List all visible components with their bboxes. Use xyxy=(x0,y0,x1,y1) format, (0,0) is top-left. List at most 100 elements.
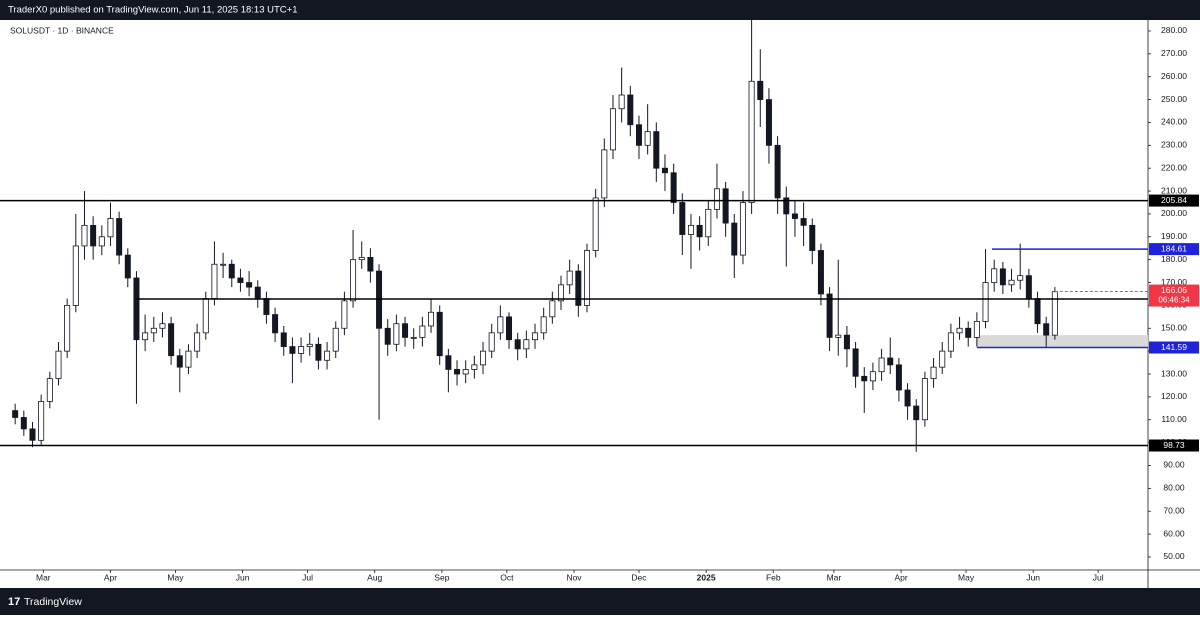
candle-body xyxy=(1043,323,1050,336)
y-tick-label: 150.00 xyxy=(1161,323,1187,333)
x-tick-label: Jun xyxy=(1026,572,1040,582)
candle-body xyxy=(679,202,686,235)
candle-body xyxy=(315,343,322,361)
candle-body xyxy=(713,188,720,210)
candle-body xyxy=(497,316,504,334)
candle-body xyxy=(817,250,824,295)
candle-body xyxy=(350,259,357,302)
candle-body xyxy=(601,149,608,199)
candle-body xyxy=(887,357,894,366)
candle-body xyxy=(618,94,625,110)
candle-body xyxy=(480,350,487,366)
candle-body xyxy=(956,327,963,334)
x-tick-label: Mar xyxy=(36,572,51,582)
candle-body xyxy=(185,350,192,368)
candle-body xyxy=(532,332,539,341)
candle-body xyxy=(324,350,331,361)
candle-body xyxy=(272,314,279,334)
candle-body xyxy=(228,263,235,279)
candle-body xyxy=(843,334,850,350)
level-label: 141.59 xyxy=(1161,342,1187,352)
y-tick-label: 180.00 xyxy=(1161,254,1187,264)
candle-body xyxy=(947,332,954,352)
brand: TradingView xyxy=(24,596,82,608)
candle-body xyxy=(29,428,36,441)
candle-body xyxy=(904,389,911,407)
candle-body xyxy=(965,327,972,338)
candle-body xyxy=(306,343,313,347)
candle-body xyxy=(445,355,452,370)
level-label: 184.61 xyxy=(1161,243,1187,253)
candle-body xyxy=(367,256,374,272)
candle-body xyxy=(20,417,27,430)
candle-body xyxy=(298,346,305,354)
x-tick-label: Jul xyxy=(302,572,313,582)
candle-body xyxy=(471,364,478,370)
y-tick-label: 240.00 xyxy=(1161,117,1187,127)
candle-body xyxy=(116,218,123,256)
candle-body xyxy=(159,323,166,329)
candle-body xyxy=(1008,279,1015,286)
candle-body xyxy=(393,323,400,345)
symbol-title: SOLUSDT · 1D · BINANCE xyxy=(10,25,114,35)
candle-body xyxy=(523,339,530,350)
candle-body xyxy=(64,305,71,352)
candle-body xyxy=(635,124,642,146)
x-tick-label: Aug xyxy=(367,572,382,582)
candle-body xyxy=(575,270,582,306)
candle-body xyxy=(133,277,140,341)
candle-body xyxy=(670,172,677,203)
candle-body xyxy=(644,131,651,146)
candle-body xyxy=(454,369,461,375)
candle-body xyxy=(566,270,573,286)
y-tick-label: 280.00 xyxy=(1161,25,1187,35)
y-tick-label: 120.00 xyxy=(1161,391,1187,401)
x-tick-label: Nov xyxy=(566,572,582,582)
candle-body xyxy=(939,350,946,368)
candle-body xyxy=(98,236,105,247)
candle-body xyxy=(609,108,616,151)
candle-body xyxy=(150,327,157,334)
bottom-bar xyxy=(0,588,1200,615)
x-tick-label: May xyxy=(958,572,975,582)
x-tick-label: Apr xyxy=(894,572,907,582)
candle-body xyxy=(436,311,443,357)
candle-body xyxy=(38,401,45,441)
candle-body xyxy=(895,364,902,391)
chart-area xyxy=(0,20,1200,588)
candle-body xyxy=(488,332,495,352)
level-label-bg xyxy=(1149,439,1199,452)
candle-body xyxy=(12,410,19,418)
candle-body xyxy=(402,323,409,338)
x-tick-label: Jun xyxy=(236,572,250,582)
candle-body xyxy=(661,167,668,174)
x-tick-label: Feb xyxy=(766,572,781,582)
candle-body xyxy=(90,224,97,247)
candle-body xyxy=(332,327,339,352)
y-tick-label: 130.00 xyxy=(1161,368,1187,378)
y-tick-label: 170.00 xyxy=(1161,277,1187,287)
candle-body xyxy=(583,250,590,306)
candle-body xyxy=(739,202,746,256)
candle-body xyxy=(999,268,1006,286)
countdown-label: 06:46:34 xyxy=(1158,296,1190,305)
y-tick-label: 220.00 xyxy=(1161,162,1187,172)
candle-body xyxy=(757,80,764,100)
candle-body xyxy=(107,218,114,238)
candle-body xyxy=(558,284,565,302)
candle-body xyxy=(462,369,469,375)
candle-body xyxy=(627,94,634,126)
x-tick-label: 2025 xyxy=(697,572,716,582)
candle-body xyxy=(1051,291,1058,336)
candle-body xyxy=(1034,298,1041,325)
candle-body xyxy=(514,339,521,350)
candle-body xyxy=(81,224,88,247)
candle-body xyxy=(506,316,513,341)
candle-body xyxy=(194,332,201,352)
candle-body xyxy=(384,327,391,345)
candle-body xyxy=(809,224,816,251)
candle-body xyxy=(973,321,980,338)
publish-info: TraderX0 published on TradingView.com, J… xyxy=(8,5,298,16)
candle-body xyxy=(722,188,729,224)
